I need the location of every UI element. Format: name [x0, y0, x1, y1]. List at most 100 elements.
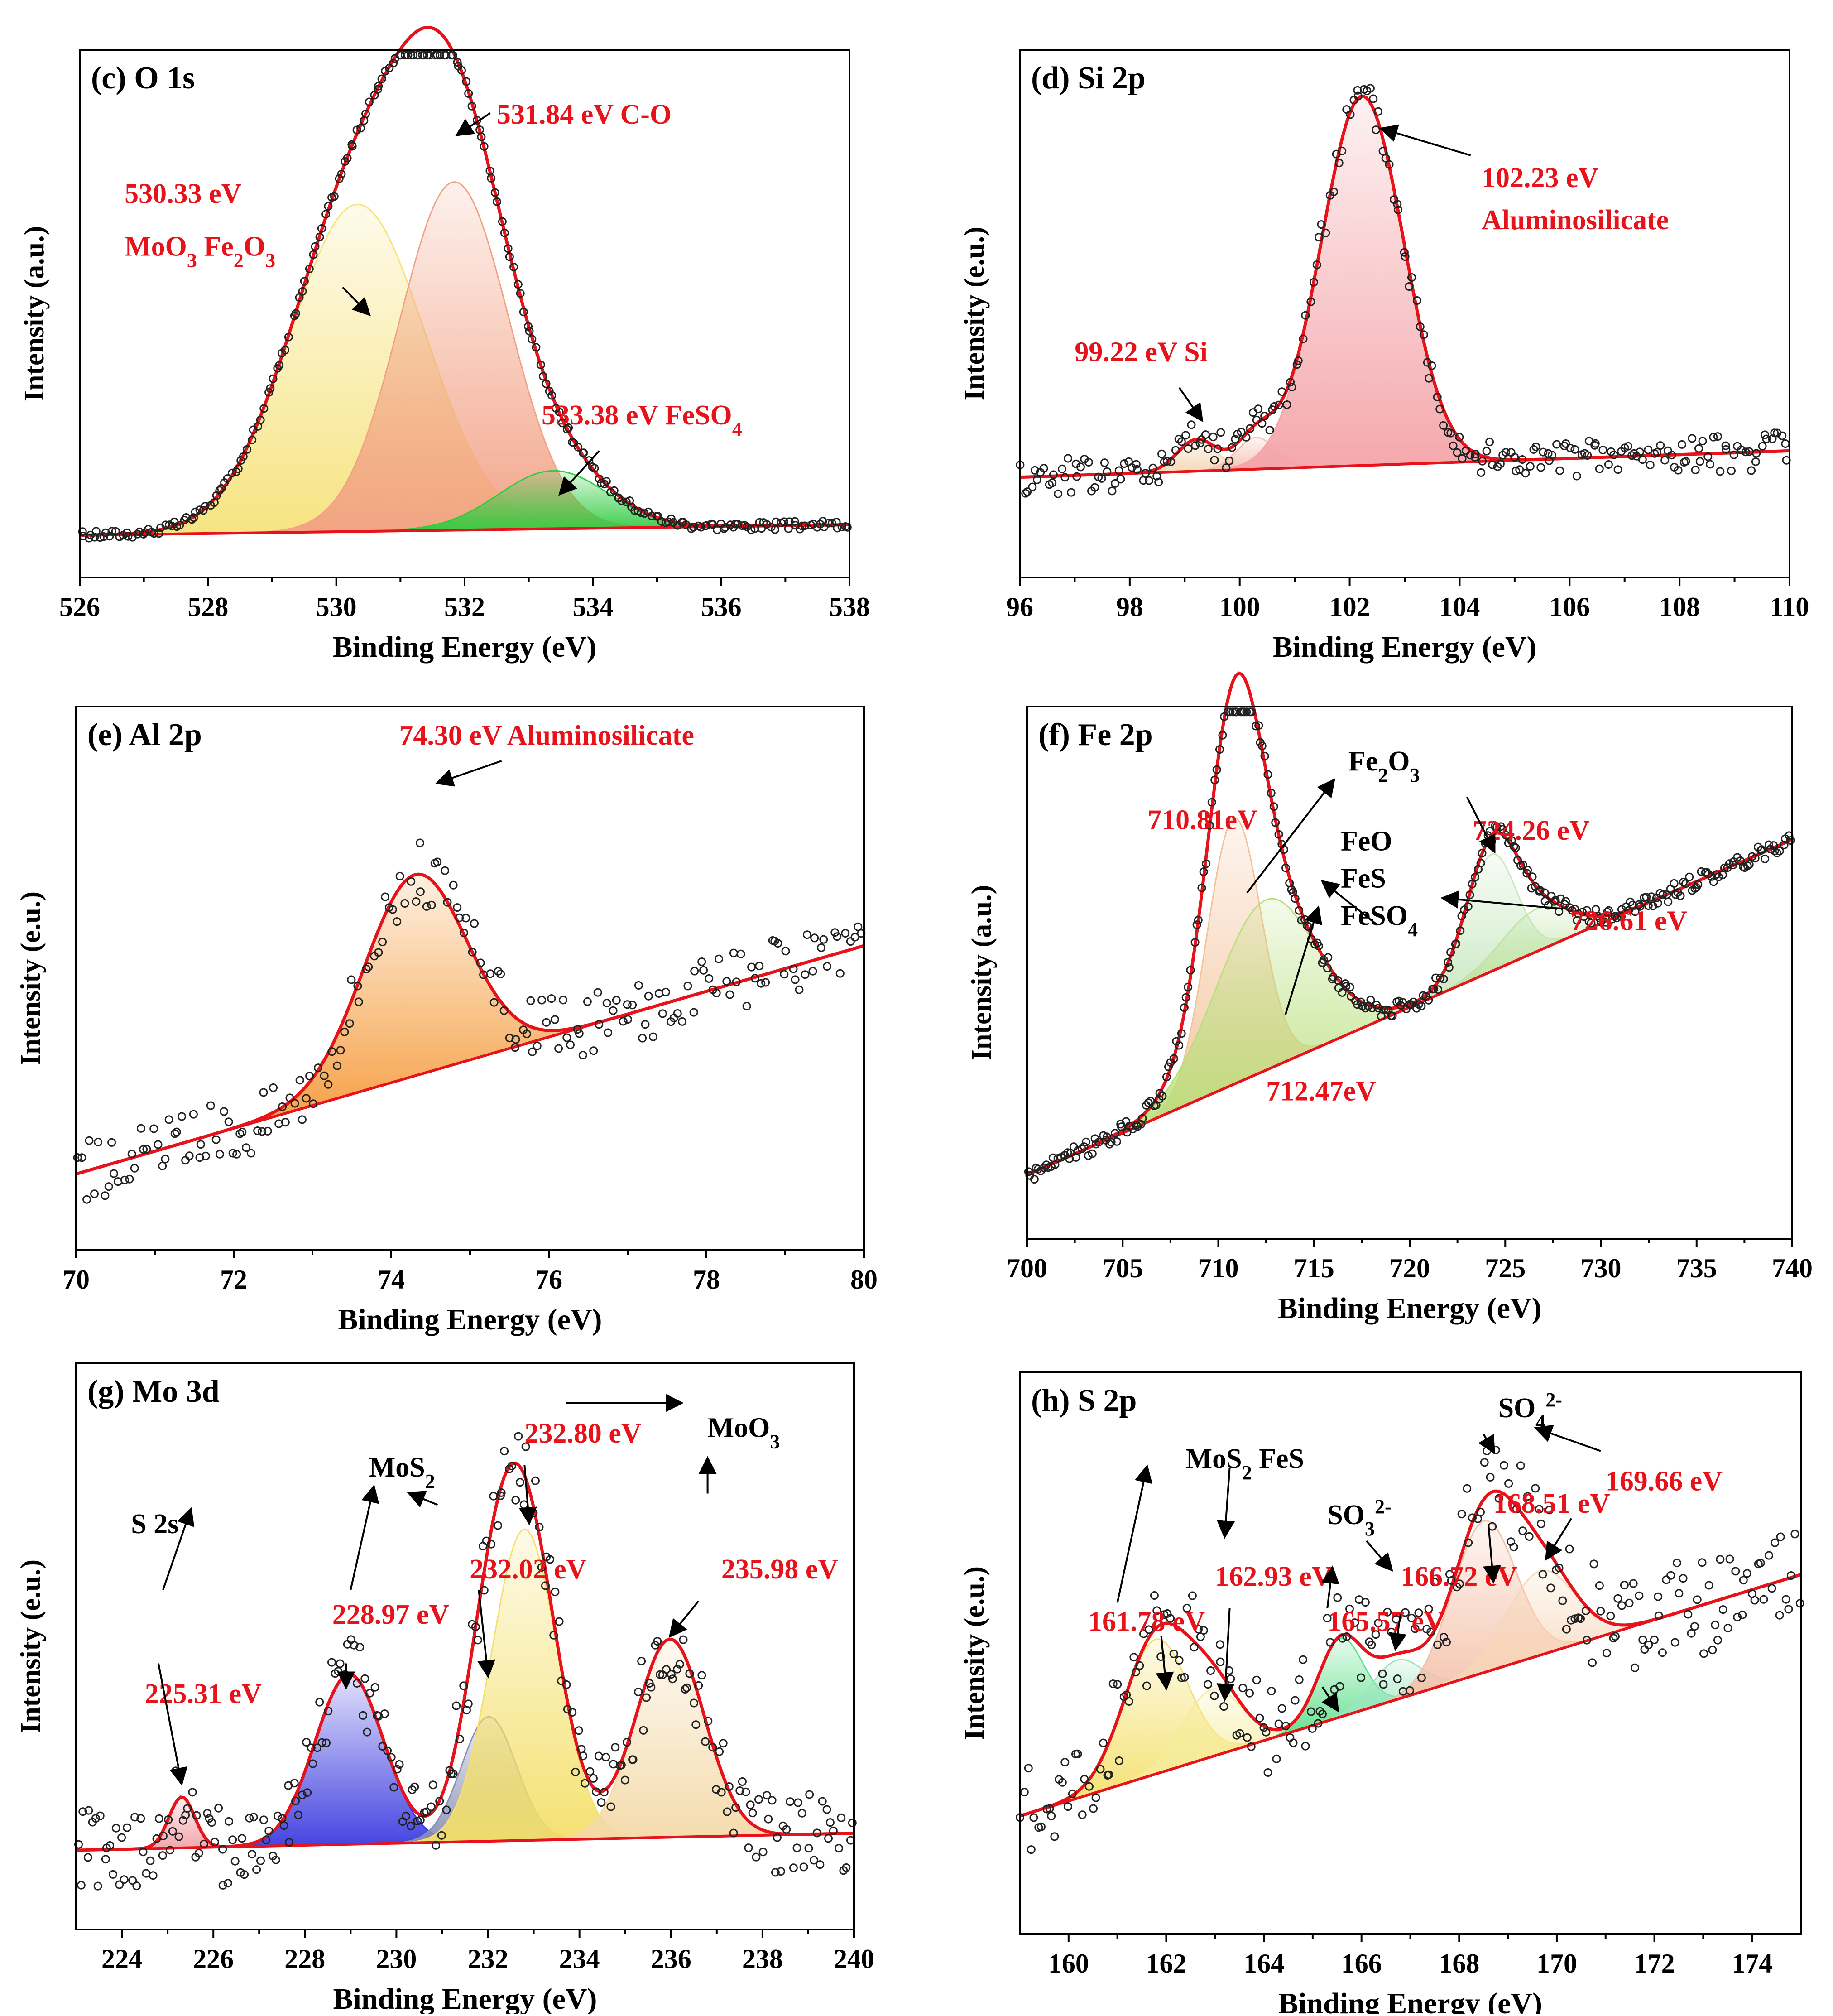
data-point — [393, 917, 402, 926]
data-point — [1776, 1532, 1785, 1541]
data-point — [1646, 461, 1655, 469]
data-point — [762, 1791, 771, 1800]
annotation-label: 102.23 eV — [1482, 163, 1599, 193]
data-point — [1334, 159, 1344, 168]
data-point — [194, 1848, 203, 1857]
data-point — [1289, 1738, 1298, 1747]
data-point — [1274, 830, 1283, 839]
data-point — [1307, 1707, 1315, 1716]
data-point — [1138, 1114, 1147, 1123]
data-point — [1698, 437, 1707, 446]
data-point — [519, 308, 528, 317]
data-point — [500, 228, 509, 237]
data-point — [105, 532, 114, 541]
data-point — [1509, 842, 1518, 851]
data-point — [1383, 1607, 1392, 1617]
data-point — [1105, 1140, 1114, 1149]
data-point — [374, 85, 383, 94]
data-point — [604, 1028, 613, 1037]
data-point — [1301, 1742, 1310, 1751]
data-point — [1784, 1605, 1793, 1614]
data-point — [1204, 1680, 1213, 1689]
data-point — [732, 977, 741, 986]
data-point — [1219, 1702, 1228, 1711]
data-point — [223, 474, 232, 483]
data-point — [101, 1855, 110, 1864]
data-point — [1323, 963, 1332, 972]
data-point — [1416, 322, 1425, 331]
annotation-label: 168.51 eV — [1493, 1488, 1611, 1519]
data-point — [269, 1083, 278, 1092]
data-point — [696, 523, 705, 532]
data-point — [752, 1852, 761, 1862]
data-point — [361, 109, 370, 118]
data-point — [1561, 439, 1570, 448]
data-point — [1745, 860, 1754, 869]
data-point — [1498, 825, 1507, 834]
data-point — [380, 1709, 389, 1718]
data-point — [1393, 200, 1402, 209]
data-point — [1464, 1538, 1473, 1547]
data-point — [324, 1707, 333, 1716]
data-point — [1110, 1129, 1119, 1138]
data-point — [1424, 1604, 1433, 1613]
data-point — [1226, 707, 1235, 717]
data-point — [493, 1521, 502, 1530]
data-point — [240, 1870, 249, 1879]
data-point — [1471, 873, 1480, 881]
data-point — [1132, 465, 1142, 474]
data-point — [1222, 463, 1231, 472]
data-point — [305, 264, 314, 273]
data-point — [1301, 311, 1310, 320]
data-point — [1064, 454, 1072, 463]
data-point — [606, 1802, 615, 1811]
data-point — [195, 1153, 204, 1162]
data-point — [648, 511, 657, 520]
data-point — [662, 1665, 671, 1674]
data-point — [1693, 1595, 1702, 1604]
data-point — [519, 1500, 528, 1509]
data-point — [1314, 1719, 1323, 1728]
data-point — [1518, 1526, 1527, 1535]
data-point — [1210, 775, 1219, 784]
data-point — [1182, 1603, 1191, 1612]
data-point — [799, 1862, 808, 1872]
data-point — [356, 124, 365, 133]
data-point — [1243, 1733, 1252, 1742]
data-point — [1267, 789, 1276, 798]
x-tick-label: 528 — [187, 592, 228, 622]
data-point — [247, 1850, 256, 1859]
data-point — [1080, 1142, 1089, 1151]
data-point — [1281, 1722, 1291, 1731]
x-tick-label: 526 — [59, 592, 100, 622]
data-point — [1269, 802, 1278, 811]
data-point — [1433, 393, 1442, 402]
data-point — [1625, 1598, 1634, 1607]
data-point — [1345, 982, 1354, 991]
data-point — [1378, 147, 1387, 155]
x-tick-label: 106 — [1549, 592, 1590, 622]
data-point — [1604, 460, 1613, 469]
data-point — [1135, 1661, 1144, 1670]
data-point — [187, 515, 197, 524]
data-point — [363, 1727, 372, 1737]
data-point — [668, 1674, 677, 1684]
data-point — [313, 1743, 322, 1752]
data-point — [1199, 867, 1208, 876]
data-point — [1790, 1530, 1799, 1539]
data-point — [1156, 1652, 1166, 1661]
data-point — [1501, 448, 1510, 457]
data-point — [554, 1044, 563, 1053]
data-point — [1708, 1646, 1717, 1655]
data-point — [1714, 872, 1723, 881]
data-point — [1049, 470, 1058, 479]
data-point — [388, 905, 397, 914]
data-point — [795, 985, 804, 994]
data-point — [285, 1093, 294, 1102]
x-tick-label: 226 — [193, 1944, 234, 1974]
data-point — [1425, 374, 1434, 383]
data-point — [149, 1124, 158, 1133]
data-point — [1733, 1612, 1742, 1621]
data-point — [1030, 466, 1039, 475]
data-point — [1188, 1591, 1197, 1600]
